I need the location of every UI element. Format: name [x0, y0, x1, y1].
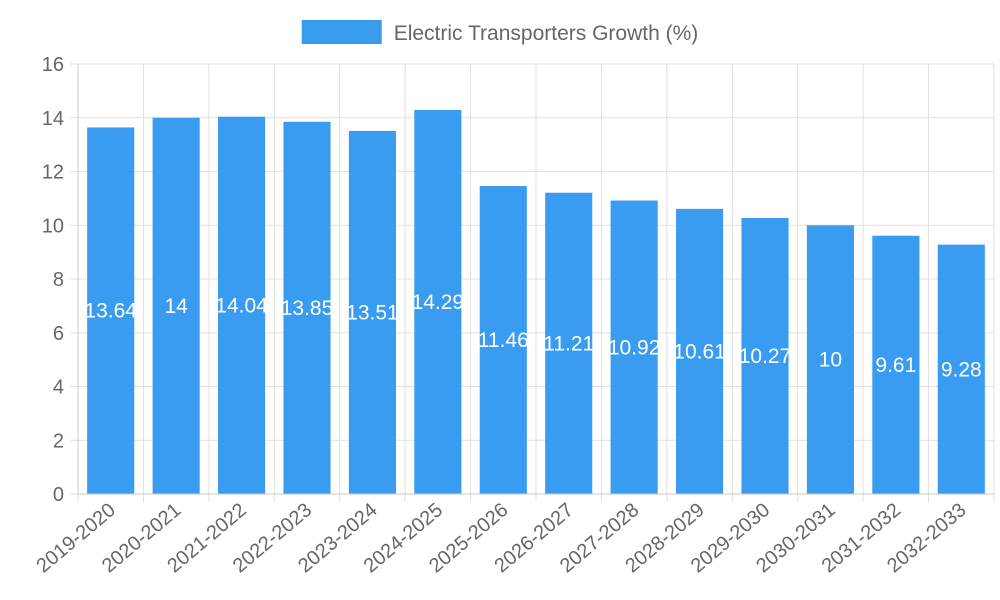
- bar-value-label: 10.92: [608, 336, 661, 359]
- y-tick-label: 6: [53, 323, 64, 345]
- legend[interactable]: Electric Transporters Growth (%): [301, 20, 699, 45]
- y-tick-label: 2: [53, 430, 64, 452]
- bar[interactable]: [872, 235, 920, 494]
- bar[interactable]: [545, 192, 593, 494]
- bar-value-label: 11.46: [478, 329, 529, 352]
- bar[interactable]: [937, 244, 985, 494]
- bar-value-label: 13.51: [346, 301, 399, 324]
- grid: [70, 63, 995, 502]
- legend-swatch[interactable]: [301, 20, 382, 44]
- bar-value-label: 9.61: [875, 354, 916, 377]
- bar[interactable]: [610, 200, 658, 494]
- bar-value-label: 13.85: [281, 297, 334, 320]
- y-tick-label: 16: [42, 54, 64, 76]
- bars: [87, 109, 985, 495]
- bar[interactable]: [414, 109, 462, 495]
- bar-value-label: 10: [819, 349, 842, 372]
- bar[interactable]: [87, 127, 135, 495]
- bar[interactable]: [741, 217, 789, 494]
- y-tick-label: 8: [53, 269, 64, 291]
- bar-value-label: 9.28: [941, 358, 982, 381]
- bar[interactable]: [218, 116, 266, 495]
- y-tick-label: 12: [42, 162, 64, 184]
- bar-value-label: 11.21: [543, 332, 594, 355]
- bar-value-label: 14.29: [412, 291, 465, 314]
- bar[interactable]: [479, 186, 527, 494]
- y-tick-label: 4: [53, 377, 64, 399]
- bar-value-label: 10.27: [739, 345, 792, 368]
- y-tick-label: 14: [42, 108, 64, 130]
- bar[interactable]: [806, 225, 854, 494]
- bar-value-label: 14.04: [215, 294, 268, 317]
- bar-value-label: 10.61: [673, 340, 726, 363]
- y-tick-label: 10: [42, 215, 64, 237]
- bar-value-label: 14: [164, 295, 188, 318]
- bar-value-label: 13.64: [84, 300, 137, 323]
- bar[interactable]: [348, 130, 396, 494]
- bar[interactable]: [676, 208, 724, 494]
- bar[interactable]: [152, 117, 200, 494]
- bar[interactable]: [283, 121, 331, 494]
- axes: [77, 64, 994, 495]
- legend-label[interactable]: Electric Transporters Growth (%): [394, 22, 699, 45]
- y-tick-label: 0: [53, 484, 64, 506]
